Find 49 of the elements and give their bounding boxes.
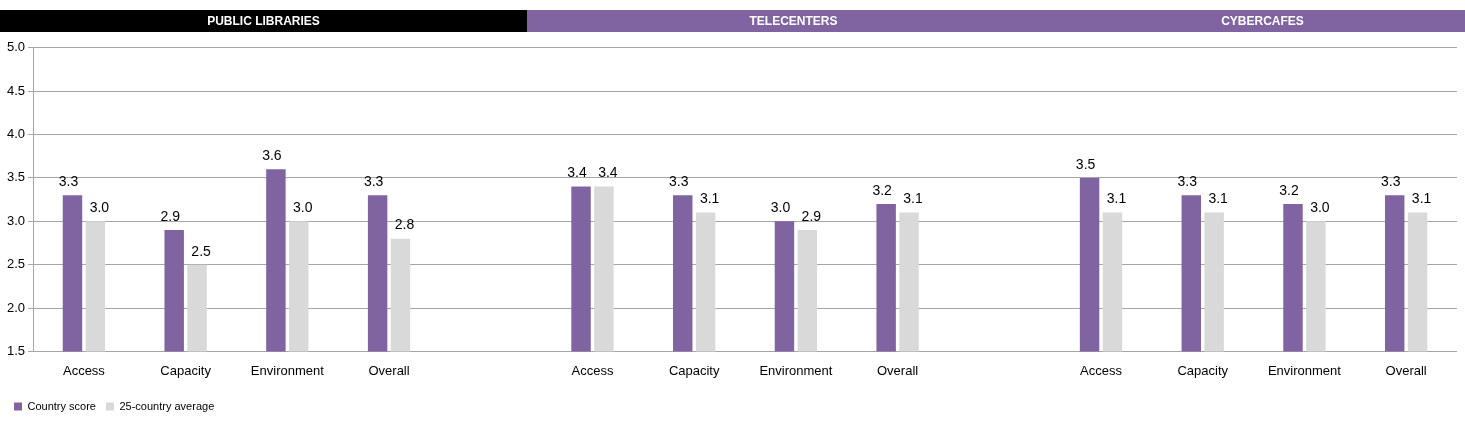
data-label: 3.2	[872, 181, 893, 198]
data-label: 3.1	[1208, 190, 1229, 207]
y-tick-label: 2.5	[6, 256, 26, 272]
y-tick-label: 3.0	[6, 212, 26, 228]
x-tick-label: Overall	[368, 362, 410, 378]
data-label: 3.2	[1279, 181, 1299, 198]
text: TELECENTERS	[527, 10, 1060, 32]
data-label: 3.1	[903, 190, 923, 207]
x-tick-label: Overall	[877, 362, 919, 378]
x-tick-label: Access	[571, 362, 614, 378]
data-label: 3.1	[1106, 190, 1127, 207]
data-label: 3.3	[363, 173, 384, 190]
y-tick-label: 4.0	[6, 126, 26, 142]
data-label: 2.5	[191, 242, 212, 259]
y-tick-label: 1.5	[6, 342, 26, 358]
data-label: 3.4	[567, 164, 587, 181]
x-tick-label: Capacity	[160, 362, 212, 378]
x-tick-label: Access	[62, 362, 106, 378]
text: PUBLIC LIBRARIES	[0, 10, 527, 32]
data-label: 3.0	[89, 199, 110, 216]
data-label: 2.9	[801, 207, 822, 224]
x-tick-label: Environment	[1267, 362, 1342, 378]
data-label: 2.9	[160, 207, 181, 224]
data-label: 3.1	[699, 190, 720, 207]
text: CYBERCAFES	[1060, 10, 1465, 32]
data-label: 3.3	[1177, 173, 1198, 190]
data-label: 3.0	[293, 199, 313, 216]
data-label: 3.6	[262, 147, 282, 164]
x-tick-label: Overall	[1385, 362, 1427, 378]
data-label: 3.4	[598, 164, 618, 181]
x-tick-label: Environment	[759, 362, 833, 378]
data-label: 3.3	[1380, 173, 1401, 190]
data-label: 3.3	[58, 173, 79, 190]
y-tick-label: 2.0	[6, 299, 26, 315]
data-label: 3.5	[1075, 155, 1096, 172]
data-label: 3.3	[669, 173, 689, 190]
legend-label: 25-country average	[119, 399, 215, 412]
y-tick-label: 5.0	[6, 39, 26, 55]
x-tick-label: Environment	[250, 362, 325, 378]
data-label: 3.0	[770, 199, 791, 216]
x-tick-label: Access	[1080, 362, 1123, 378]
y-tick-label: 3.5	[6, 169, 26, 185]
data-label: 3.0	[1310, 199, 1330, 216]
x-tick-label: Capacity	[1177, 362, 1229, 378]
y-tick-label: 4.5	[6, 82, 26, 98]
x-tick-label: Capacity	[668, 362, 720, 378]
legend-label: Country score	[27, 399, 96, 412]
data-label: 3.1	[1411, 190, 1432, 207]
data-label: 2.8	[394, 216, 415, 233]
